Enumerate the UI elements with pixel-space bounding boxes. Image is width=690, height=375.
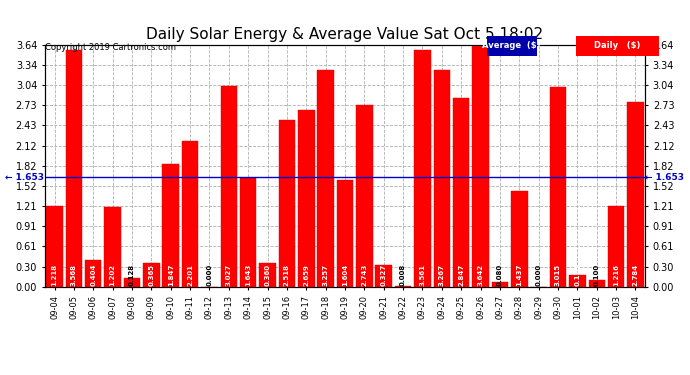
Text: 1.218: 1.218 — [52, 264, 57, 286]
Text: 2.518: 2.518 — [284, 264, 290, 286]
Title: Daily Solar Energy & Average Value Sat Oct 5 18:02: Daily Solar Energy & Average Value Sat O… — [146, 27, 544, 42]
Text: 0.000: 0.000 — [206, 264, 213, 286]
Bar — [569, 275, 586, 287]
Text: 2.784: 2.784 — [633, 264, 638, 286]
Bar — [492, 282, 508, 287]
Text: 1.643: 1.643 — [245, 264, 251, 286]
Text: ← 1.653: ← 1.653 — [645, 172, 684, 182]
Text: 3.027: 3.027 — [226, 264, 232, 286]
Bar — [356, 105, 373, 287]
Bar — [453, 98, 469, 287]
Text: 0.100: 0.100 — [593, 264, 600, 286]
Bar — [104, 207, 121, 287]
Bar — [162, 164, 179, 287]
Bar — [182, 141, 198, 287]
Bar — [608, 206, 624, 287]
Bar — [414, 50, 431, 287]
Text: Daily   ($): Daily ($) — [594, 42, 641, 51]
Bar — [279, 120, 295, 287]
FancyBboxPatch shape — [576, 36, 659, 56]
Text: 3.561: 3.561 — [420, 264, 426, 286]
Text: 1.847: 1.847 — [168, 264, 174, 286]
Text: 0.000: 0.000 — [535, 264, 542, 286]
Bar — [317, 70, 334, 287]
Bar — [337, 180, 353, 287]
Text: 3.257: 3.257 — [323, 264, 328, 286]
Text: 3.642: 3.642 — [477, 264, 484, 286]
Bar — [395, 286, 411, 287]
Text: 1.216: 1.216 — [613, 264, 619, 286]
Text: ← 1.653: ← 1.653 — [6, 172, 44, 182]
Bar — [550, 87, 566, 287]
Text: 0.080: 0.080 — [497, 264, 503, 286]
Text: 0.360: 0.360 — [264, 264, 270, 286]
Text: 3.568: 3.568 — [71, 264, 77, 286]
Bar — [433, 70, 450, 287]
Bar — [240, 178, 257, 287]
Text: 1.437: 1.437 — [516, 264, 522, 286]
Text: 0.173: 0.173 — [574, 264, 580, 286]
Bar — [627, 102, 644, 287]
Text: 0.327: 0.327 — [381, 264, 386, 286]
Bar — [221, 86, 237, 287]
Text: 1.202: 1.202 — [110, 264, 116, 286]
FancyBboxPatch shape — [486, 36, 537, 56]
Text: 0.128: 0.128 — [129, 264, 135, 286]
Bar — [511, 191, 528, 287]
Bar — [143, 262, 159, 287]
Text: 0.404: 0.404 — [90, 264, 97, 286]
Text: 1.604: 1.604 — [342, 264, 348, 286]
Text: 3.267: 3.267 — [439, 264, 445, 286]
Text: 2.743: 2.743 — [362, 264, 367, 286]
Bar — [124, 278, 140, 287]
Text: 2.201: 2.201 — [187, 264, 193, 286]
Bar — [259, 263, 276, 287]
Bar — [298, 110, 315, 287]
Text: 0.008: 0.008 — [400, 264, 406, 286]
Bar — [66, 50, 82, 287]
Bar — [473, 45, 489, 287]
Text: 2.847: 2.847 — [458, 264, 464, 286]
Text: 2.659: 2.659 — [304, 264, 309, 286]
Bar — [589, 280, 605, 287]
Bar — [46, 206, 63, 287]
Text: Copyright 2019 Cartronics.com: Copyright 2019 Cartronics.com — [45, 43, 176, 52]
Text: 3.015: 3.015 — [555, 264, 561, 286]
Bar — [85, 260, 101, 287]
Text: 0.365: 0.365 — [148, 264, 155, 286]
Bar — [375, 265, 392, 287]
Text: Average  ($): Average ($) — [482, 42, 541, 51]
